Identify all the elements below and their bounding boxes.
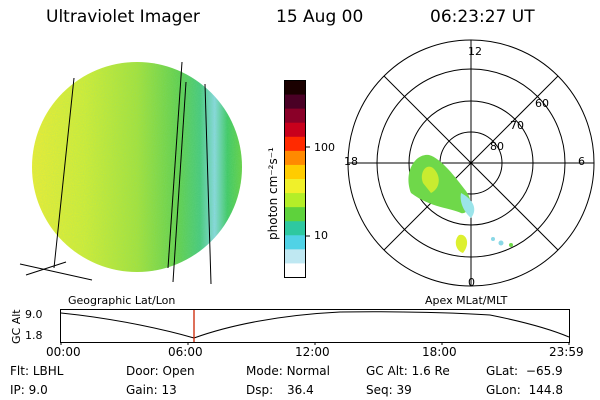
time-tick-1200: 12:00 (295, 345, 330, 359)
colorbar-segment (284, 150, 306, 166)
colorbar-segment (284, 263, 306, 278)
lat-label-70: 70 (510, 119, 524, 132)
geographic-coords-label: Geographic Lat/Lon (68, 294, 176, 307)
altitude-timeline (60, 309, 570, 345)
colorbar-segment (284, 136, 306, 152)
glon-status: GLon: 144.8 (486, 383, 563, 397)
colorbar-segment (284, 207, 306, 222)
apex-coords-label: Apex MLat/MLT (425, 294, 508, 307)
ip-status: IP: 9.0 (10, 383, 48, 397)
instrument-title: Ultraviolet Imager (46, 7, 200, 27)
glat-status: GLat: −65.9 (486, 364, 563, 378)
colorbar-segment (284, 235, 306, 250)
lat-label-80: 80 (490, 140, 504, 153)
seq-status: Seq: 39 (366, 383, 412, 397)
colorbar-segment (284, 179, 306, 194)
gain-status: Gain: 13 (126, 383, 177, 397)
colorbar-segment (284, 164, 306, 180)
mlt-label-0: 0 (468, 276, 475, 289)
colorbar-segment (284, 80, 306, 96)
lat-label-60: 60 (535, 97, 549, 110)
dsp-status: Dsp: 36.4 (246, 383, 314, 397)
colorbar-segment (284, 94, 306, 110)
colorbar-segment (284, 249, 306, 264)
mlt-label-6: 6 (578, 155, 585, 168)
colorbar-unit-label: photon cm⁻²s⁻¹ (266, 147, 280, 240)
time-tick-0600: 06:00 (168, 345, 203, 359)
door-status: Door: Open (126, 364, 195, 378)
polar-plot (347, 39, 595, 287)
colorbar-tick-100: 100 (314, 141, 335, 154)
colorbar-segment (284, 193, 306, 208)
time-tick-1800: 18:00 (422, 345, 457, 359)
time-label: 06:23:27 UT (430, 7, 535, 27)
color-scale-bar (284, 80, 310, 278)
filter-status: Flt: LBHL (10, 364, 64, 378)
colorbar-tick-10: 10 (314, 229, 328, 242)
auroral-oval (408, 154, 513, 253)
longitude-lines (19, 61, 212, 285)
time-tick-0000: 00:00 (46, 345, 81, 359)
mlt-label-18: 18 (344, 155, 358, 168)
time-tick-2359: 23:59 (549, 345, 584, 359)
colorbar-segment (284, 122, 306, 138)
colorbar-segment (284, 221, 306, 236)
date-label: 15 Aug 00 (276, 7, 364, 27)
altitude-tick-high: 9.0 (25, 308, 43, 321)
mode-status: Mode: Normal (246, 364, 330, 378)
altitude-axis-title: GC Alt (10, 309, 23, 344)
gc-alt-status: GC Alt: 1.6 Re (366, 364, 450, 378)
mlt-label-12: 12 (468, 45, 482, 58)
colorbar-segment (284, 108, 306, 124)
altitude-tick-low: 1.8 (25, 329, 43, 342)
